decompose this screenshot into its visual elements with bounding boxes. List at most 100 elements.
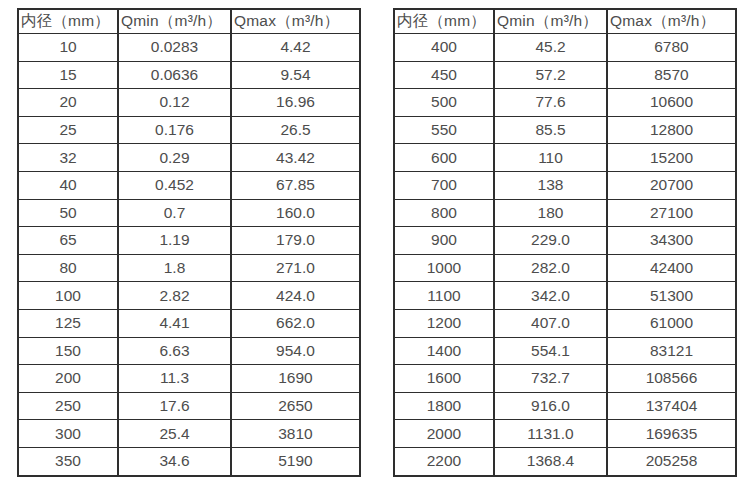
table-cell: 200 <box>18 365 118 393</box>
table-cell: 250 <box>18 392 118 420</box>
table-cell: 65 <box>18 227 118 255</box>
table-cell: 282.0 <box>494 254 607 282</box>
table-cell: 1400 <box>394 337 494 365</box>
table-cell: 4.41 <box>118 309 231 337</box>
table-row: 20011.31690 <box>18 365 360 393</box>
table-cell: 43.42 <box>231 144 360 172</box>
table-cell: 180 <box>494 199 607 227</box>
table-cell: 229.0 <box>494 227 607 255</box>
table-cell: 4.42 <box>231 34 360 62</box>
table-cell: 271.0 <box>231 254 360 282</box>
table-cell: 1.19 <box>118 227 231 255</box>
table-row: 22001368.4205258 <box>394 447 736 475</box>
table-cell: 1368.4 <box>494 447 607 475</box>
table-cell: 67.85 <box>231 171 360 199</box>
table-row: 1800916.0137404 <box>394 392 736 420</box>
table-cell: 205258 <box>607 447 736 475</box>
table-cell: 108566 <box>607 365 736 393</box>
table-row: 1002.82424.0 <box>18 282 360 310</box>
table-cell: 6780 <box>607 34 736 62</box>
table-row: 1600732.7108566 <box>394 365 736 393</box>
table-cell: 26.5 <box>231 116 360 144</box>
table-cell: 732.7 <box>494 365 607 393</box>
table-cell: 8570 <box>607 61 736 89</box>
table-row: 45057.28570 <box>394 61 736 89</box>
flow-table-large-diameters: 内径（mm）Qmin（m³/h）Qmax（m³/h）40045.26780450… <box>393 8 737 477</box>
table-cell: 900 <box>394 227 494 255</box>
table-cell: 1600 <box>394 365 494 393</box>
table-cell: 2000 <box>394 420 494 448</box>
table-cell: 32 <box>18 144 118 172</box>
table-row: 40045.26780 <box>394 34 736 62</box>
table-cell: 1000 <box>394 254 494 282</box>
table-cell: 20700 <box>607 171 736 199</box>
table-cell: 34300 <box>607 227 736 255</box>
table-cell: 0.0636 <box>118 61 231 89</box>
table-row: 1200407.061000 <box>394 309 736 337</box>
table-cell: 125 <box>18 309 118 337</box>
table-cell: 169635 <box>607 420 736 448</box>
table-cell: 57.2 <box>494 61 607 89</box>
table-row: 55085.512800 <box>394 116 736 144</box>
column-header: Qmin（m³/h） <box>494 9 607 34</box>
table-cell: 2200 <box>394 447 494 475</box>
table-cell: 500 <box>394 89 494 117</box>
table-cell: 137404 <box>607 392 736 420</box>
table-cell: 2650 <box>231 392 360 420</box>
header-row: 内径（mm）Qmin（m³/h）Qmax（m³/h） <box>18 9 360 34</box>
table-cell: 9.54 <box>231 61 360 89</box>
table-cell: 77.6 <box>494 89 607 117</box>
table-cell: 0.0283 <box>118 34 231 62</box>
table-cell: 10 <box>18 34 118 62</box>
column-header: 内径（mm） <box>394 9 494 34</box>
table-row: 1400554.183121 <box>394 337 736 365</box>
table-row: 25017.62650 <box>18 392 360 420</box>
table-cell: 34.6 <box>118 447 231 475</box>
table-cell: 800 <box>394 199 494 227</box>
column-header: 内径（mm） <box>18 9 118 34</box>
table-row: 900229.034300 <box>394 227 736 255</box>
table-row: 1506.63954.0 <box>18 337 360 365</box>
table-cell: 10600 <box>607 89 736 117</box>
table-row: 100.02834.42 <box>18 34 360 62</box>
flow-table-small-diameters: 内径（mm）Qmin（m³/h）Qmax（m³/h）100.02834.42 15… <box>17 8 361 477</box>
table-row: 60011015200 <box>394 144 736 172</box>
table-row: 80018027100 <box>394 199 736 227</box>
table-cell: 916.0 <box>494 392 607 420</box>
table-cell: 45.2 <box>494 34 607 62</box>
table-row: 70013820700 <box>394 171 736 199</box>
table-cell: 3810 <box>231 420 360 448</box>
table-cell: 407.0 <box>494 309 607 337</box>
table-cell: 554.1 <box>494 337 607 365</box>
table-cell: 150 <box>18 337 118 365</box>
table-cell: 5190 <box>231 447 360 475</box>
table-cell: 80 <box>18 254 118 282</box>
table-cell: 11.3 <box>118 365 231 393</box>
table-cell: 342.0 <box>494 282 607 310</box>
table-row: 250.17626.5 <box>18 116 360 144</box>
table-cell: 50 <box>18 199 118 227</box>
table-cell: 0.176 <box>118 116 231 144</box>
table-row: 200.1216.96 <box>18 89 360 117</box>
table-cell: 85.5 <box>494 116 607 144</box>
table-cell: 20 <box>18 89 118 117</box>
table-row: 400.45267.85 <box>18 171 360 199</box>
table-cell: 1100 <box>394 282 494 310</box>
table-cell: 40 <box>18 171 118 199</box>
table-cell: 1131.0 <box>494 420 607 448</box>
table-row: 1100342.051300 <box>394 282 736 310</box>
table-cell: 1.8 <box>118 254 231 282</box>
table-cell: 400 <box>394 34 494 62</box>
table-cell: 17.6 <box>118 392 231 420</box>
table-cell: 27100 <box>607 199 736 227</box>
header-row: 内径（mm）Qmin（m³/h）Qmax（m³/h） <box>394 9 736 34</box>
table-cell: 300 <box>18 420 118 448</box>
table-row: 320.2943.42 <box>18 144 360 172</box>
table-cell: 1800 <box>394 392 494 420</box>
table-cell: 6.63 <box>118 337 231 365</box>
table-cell: 700 <box>394 171 494 199</box>
table-cell: 0.29 <box>118 144 231 172</box>
table-cell: 16.96 <box>231 89 360 117</box>
table-cell: 954.0 <box>231 337 360 365</box>
table-cell: 51300 <box>607 282 736 310</box>
